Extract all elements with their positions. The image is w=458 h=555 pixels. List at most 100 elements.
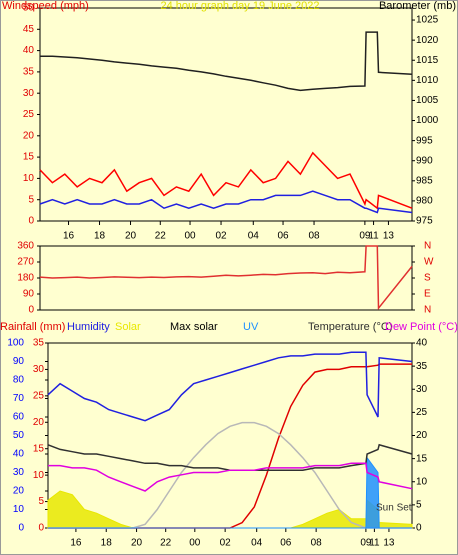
y2-tick-label: 1020 — [416, 35, 439, 46]
x-tick-label: 09 — [360, 538, 372, 549]
x-tick-label: 04 — [251, 538, 263, 549]
x-tick-label: 11 — [368, 231, 379, 242]
y-tick-label: 20 — [13, 486, 25, 497]
x-tick-label: 20 — [125, 231, 137, 242]
x-tick-label: 20 — [131, 538, 143, 549]
y3-tick-label: 10 — [33, 470, 45, 481]
x-tick-label: 18 — [94, 231, 106, 242]
y-tick-label: 40 — [13, 449, 25, 460]
y-tick-label: 60 — [13, 412, 25, 423]
y-tick-label: 70 — [13, 393, 25, 404]
y3-tick-label: 0 — [38, 523, 44, 534]
y3-tick-label: 30 — [33, 364, 45, 375]
y-tick-label: 15 — [23, 152, 35, 163]
x-tick-label: 08 — [311, 538, 323, 549]
series-line — [39, 245, 413, 311]
y2-tick-label: 980 — [416, 196, 433, 207]
y-tick-label: 30 — [23, 88, 35, 99]
y2-tick-label: 1025 — [416, 15, 439, 26]
y2-tick-label: 1005 — [416, 95, 439, 106]
x-tick-label: 22 — [155, 231, 167, 242]
y2-tick-label: S — [424, 273, 431, 284]
y2-tick-label: 30 — [416, 384, 428, 395]
y2-tick-label: 975 — [416, 216, 433, 227]
x-tick-label: 16 — [70, 538, 82, 549]
y-tick-label: 10 — [23, 173, 35, 184]
y3-tick-label: 20 — [33, 417, 45, 428]
plot-area — [47, 342, 413, 529]
x-tick-label: 13 — [383, 538, 395, 549]
y2-tick-label: 1010 — [416, 75, 439, 86]
series-line — [40, 31, 413, 92]
x-tick-label: 11 — [369, 538, 380, 549]
y-tick-label: 50 — [23, 3, 35, 14]
y2-tick-label: 990 — [416, 155, 433, 166]
y2-tick-label: N — [424, 305, 431, 316]
y-tick-label: 50 — [13, 430, 25, 441]
y2-tick-label: 35 — [416, 361, 428, 372]
legend-entry: Temperature (°C) — [308, 321, 392, 333]
series-area — [48, 456, 412, 529]
plot-area — [39, 7, 413, 222]
x-tick-label: 09 — [359, 231, 371, 242]
legend-entry: Solar — [115, 321, 141, 333]
y3-tick-label: 15 — [33, 443, 45, 454]
y2-tick-label: E — [424, 289, 431, 300]
y3-tick-label: 25 — [33, 390, 45, 401]
y-tick-label: 30 — [13, 467, 25, 478]
y-tick-label: 45 — [23, 24, 35, 35]
right-axis-title: Barometer (mb) — [379, 0, 456, 12]
y-tick-label: 10 — [13, 504, 25, 515]
y-tick-label: 35 — [23, 67, 35, 78]
series-line — [48, 462, 413, 492]
y3-tick-label: 35 — [33, 338, 45, 349]
y-tick-label: 270 — [17, 257, 34, 268]
y-tick-label: 90 — [23, 289, 35, 300]
y2-tick-label: 20 — [416, 430, 428, 441]
y2-tick-label: 40 — [416, 338, 428, 349]
y-tick-label: 0 — [28, 305, 34, 316]
y-tick-label: 0 — [18, 523, 24, 534]
legend-entry: Humidity — [67, 321, 110, 333]
legend-entry: Dew Point (°C) — [385, 321, 458, 333]
x-tick-label: 18 — [101, 538, 113, 549]
y-tick-label: 20 — [23, 130, 35, 141]
annotation: Sun Set — [376, 503, 412, 514]
legend-entry: UV — [243, 321, 259, 333]
chart-title: 24 hour graph day 19 June 2022 — [160, 0, 319, 12]
x-tick-label: 02 — [215, 231, 227, 242]
y-tick-label: 90 — [13, 356, 25, 367]
y2-tick-label: 1015 — [416, 55, 439, 66]
y2-tick-label: 985 — [416, 175, 433, 186]
y2-tick-label: W — [424, 257, 434, 268]
y2-tick-label: 0 — [416, 523, 422, 534]
y2-tick-label: N — [424, 241, 431, 252]
y3-tick-label: 5 — [38, 496, 44, 507]
y2-tick-label: 1000 — [416, 115, 439, 126]
y-tick-label: 100 — [7, 338, 24, 349]
y2-tick-label: 995 — [416, 135, 433, 146]
x-tick-label: 00 — [189, 538, 201, 549]
x-tick-label: 22 — [160, 538, 172, 549]
series-line — [39, 151, 413, 210]
x-tick-label: 08 — [308, 231, 320, 242]
y-tick-label: 25 — [23, 109, 35, 120]
x-tick-label: 02 — [220, 538, 232, 549]
y-tick-label: 180 — [17, 273, 34, 284]
series-line — [47, 351, 413, 422]
x-tick-label: 06 — [280, 538, 292, 549]
legend-entry: Rainfall (mm) — [0, 321, 65, 333]
x-tick-label: 16 — [63, 231, 75, 242]
x-tick-label: 00 — [184, 231, 196, 242]
series-line — [39, 190, 413, 214]
y-tick-label: 40 — [23, 45, 35, 56]
x-tick-label: 13 — [383, 231, 395, 242]
y-tick-label: 0 — [28, 216, 34, 227]
y2-tick-label: 15 — [416, 453, 428, 464]
y2-tick-label: 5 — [416, 500, 422, 511]
y-tick-label: 360 — [17, 241, 34, 252]
x-tick-label: 06 — [277, 231, 289, 242]
x-tick-label: 04 — [248, 231, 260, 242]
